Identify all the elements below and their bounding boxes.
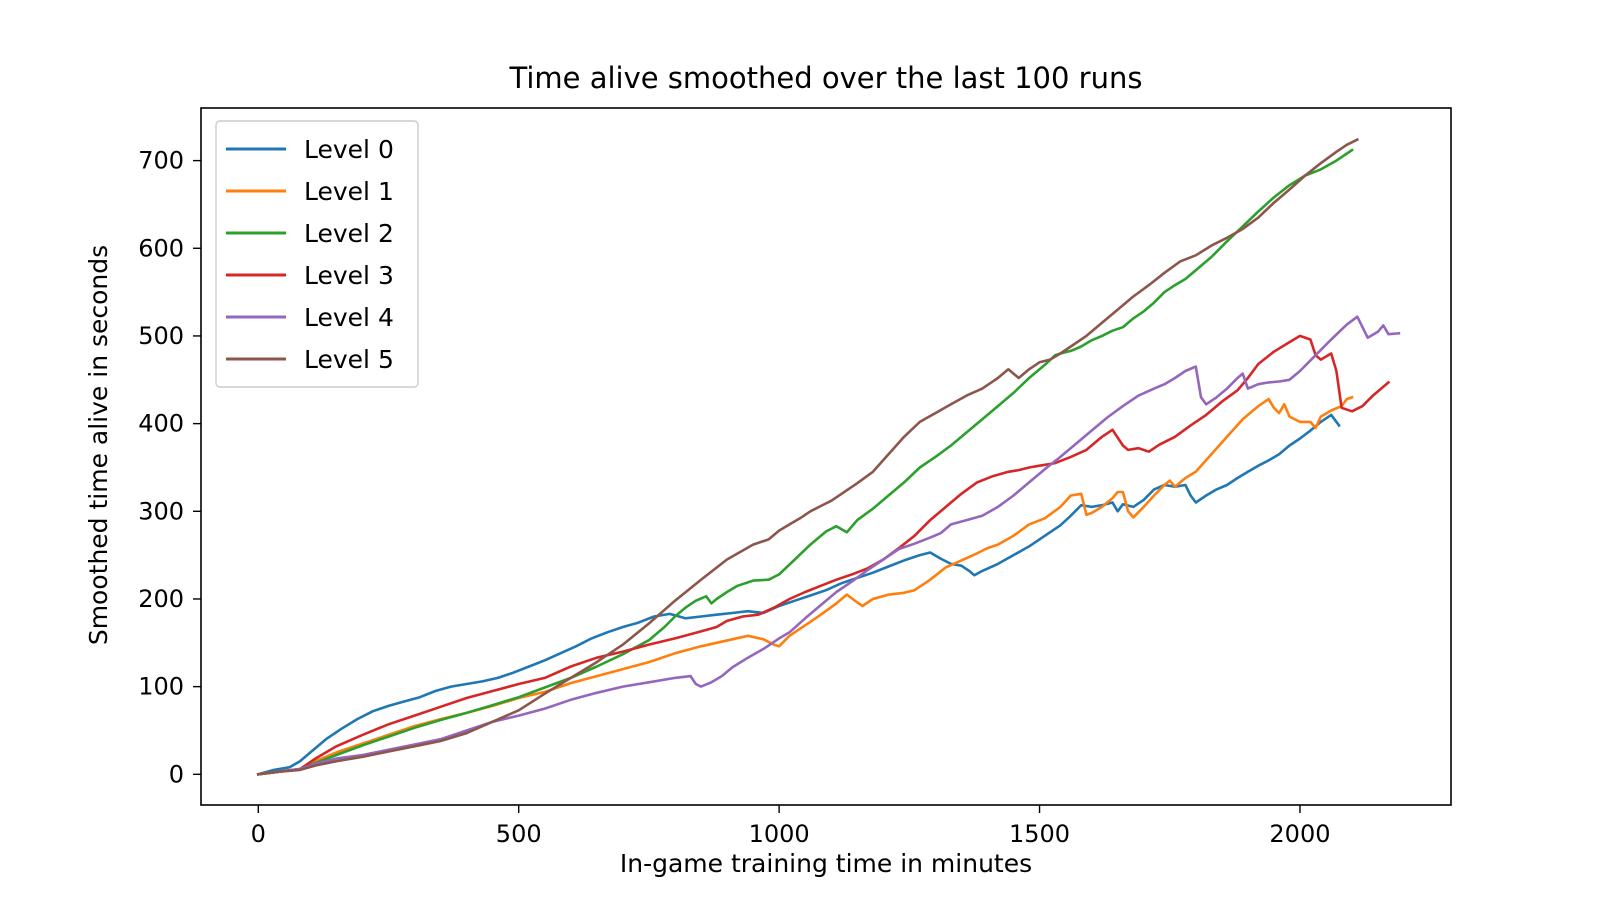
series-line-level-0: [256, 413, 1341, 776]
x-axis-ticks: 0 500 1000 1500 2000: [251, 805, 1330, 848]
y-tick-label: 500: [138, 322, 184, 350]
y-tick-label: 400: [138, 410, 184, 438]
plot-frame: [200, 107, 1452, 806]
legend: Level 0 Level 1 Level 2 Level 3 Level 4 Level…: [215, 120, 419, 388]
y-tick-label: 0: [169, 760, 184, 788]
y-tick-label: 700: [138, 147, 184, 175]
legend-label-level-0: Level 0: [304, 135, 394, 164]
y-tick-label: 300: [138, 497, 184, 525]
series-line-level-1: [256, 395, 1354, 776]
legend-box: [215, 120, 419, 388]
series-line-level-2: [256, 148, 1354, 776]
x-tick-label: 0: [251, 820, 266, 848]
x-tick-label: 500: [496, 820, 542, 848]
legend-label-level-3: Level 3: [304, 261, 394, 290]
x-tick-label: 1500: [1009, 820, 1070, 848]
legend-label-level-2: Level 2: [304, 219, 394, 248]
y-tick-label: 200: [138, 585, 184, 613]
legend-label-level-5: Level 5: [304, 345, 394, 374]
x-tick-label: 2000: [1269, 820, 1330, 848]
y-tick-label: 100: [138, 673, 184, 701]
legend-label-level-4: Level 4: [304, 303, 394, 332]
y-axis-label: Smoothed time alive in seconds: [84, 245, 113, 645]
x-tick-label: 1000: [749, 820, 810, 848]
legend-label-level-1: Level 1: [304, 177, 394, 206]
plot-area: [256, 137, 1401, 776]
chart-title: Time alive smoothed over the last 100 ru…: [509, 61, 1143, 95]
y-axis-ticks: 0 100 200 300 400 500 600 700: [138, 147, 201, 788]
y-tick-label: 600: [138, 234, 184, 262]
series-line-level-5: [256, 137, 1360, 776]
x-axis-label: In-game training time in minutes: [620, 849, 1032, 878]
series-line-level-4: [256, 315, 1401, 776]
series-line-level-3: [256, 334, 1391, 776]
